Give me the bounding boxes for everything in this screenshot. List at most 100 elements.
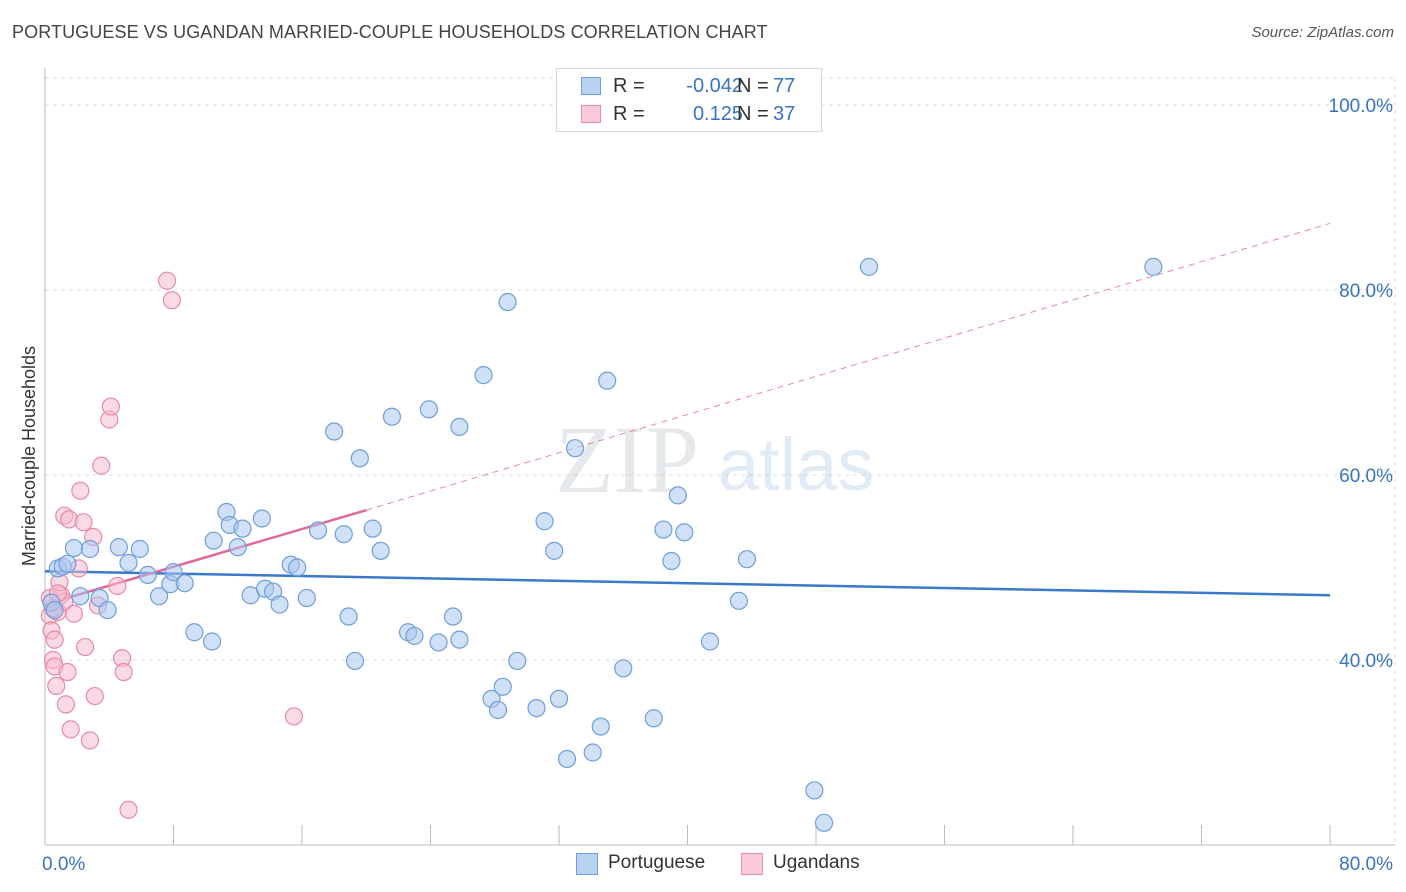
- portuguese-point: [488, 700, 508, 720]
- portuguese-point: [1144, 257, 1163, 276]
- portuguese-point: [270, 595, 289, 614]
- ugandans-point: [85, 686, 104, 706]
- axis-layer: [44, 68, 1395, 846]
- correlation-legend: R = -0.042 N = 77 R = 0.125 N = 37: [556, 68, 822, 132]
- portuguese-point: [805, 781, 824, 800]
- ugandans-point: [45, 630, 64, 649]
- ugandans-point: [61, 720, 80, 739]
- chart-title: PORTUGUESE VS UGANDAN MARRIED-COUPLE HOU…: [12, 22, 768, 42]
- portuguese-point: [535, 512, 554, 531]
- portuguese-point: [450, 630, 469, 649]
- portuguese-point: [350, 449, 369, 468]
- portuguese-point: [45, 600, 64, 620]
- ugandans-point: [74, 513, 93, 532]
- y-axis-title: Married-couple Households: [19, 346, 39, 566]
- ugandans-point: [64, 604, 84, 623]
- legend-n-label: N =: [737, 103, 769, 125]
- portuguese-point: [58, 554, 77, 573]
- portuguese-point: [429, 633, 448, 652]
- ugandans-trend-line-extension: [366, 222, 1331, 511]
- portuguese-point: [119, 553, 138, 572]
- y-tick-label: 60.0%: [1339, 466, 1393, 487]
- portuguese-point: [814, 813, 834, 832]
- portuguese-point: [345, 651, 365, 671]
- portuguese-point: [557, 749, 577, 769]
- y-tick-label: 100.0%: [1329, 96, 1394, 117]
- portuguese-point: [64, 538, 84, 558]
- portuguese-point: [675, 523, 694, 542]
- data-points: [40, 257, 1163, 832]
- portuguese-point: [668, 486, 687, 505]
- portuguese-point: [443, 607, 463, 626]
- portuguese-legend-swatch: [576, 853, 598, 875]
- portuguese-point: [297, 588, 316, 608]
- legend-r-value: 0.125: [692, 103, 743, 125]
- portuguese-point: [527, 698, 546, 718]
- ugandans-point: [101, 397, 120, 416]
- portuguese-point: [252, 509, 271, 528]
- x-tick-label: 80.0%: [1339, 854, 1393, 875]
- y-tick-label: 80.0%: [1339, 281, 1393, 302]
- series-legend: Portuguese Ugandans: [0, 852, 1406, 878]
- legend-r-value: -0.042: [686, 75, 743, 97]
- portuguese-point: [382, 407, 402, 426]
- portuguese-point: [164, 563, 183, 582]
- portuguese-point: [80, 539, 100, 559]
- portuguese-point: [565, 439, 585, 458]
- legend-n-label: N =: [737, 75, 769, 97]
- legend-r-label: R =: [613, 103, 645, 125]
- portuguese-point: [583, 743, 602, 762]
- ugandans-point: [80, 731, 100, 750]
- portuguese-point: [138, 565, 157, 585]
- portuguese-point: [71, 587, 90, 606]
- legend-n-value: 77: [773, 75, 796, 97]
- portuguese-point: [149, 587, 169, 606]
- portuguese-point: [109, 538, 128, 557]
- portuguese-point: [185, 623, 204, 642]
- portuguese-point: [498, 292, 517, 312]
- portuguese-point: [737, 550, 757, 569]
- portuguese-point: [859, 257, 879, 276]
- ugandans-point: [108, 576, 127, 596]
- legend-label-portuguese: Portuguese: [608, 852, 706, 873]
- portuguese-point: [598, 371, 617, 390]
- watermark-atlas: atlas: [718, 423, 874, 506]
- portuguese-point: [591, 717, 610, 736]
- portuguese-point: [175, 574, 194, 593]
- source-credit: Source: ZipAtlas.com: [1251, 24, 1394, 41]
- ugandans-point: [56, 695, 75, 714]
- portuguese-point: [308, 521, 328, 540]
- portuguese-point: [700, 632, 720, 651]
- portuguese-point: [228, 538, 247, 557]
- portuguese-point: [405, 626, 424, 646]
- ugandans-point: [47, 676, 66, 696]
- ugandans-point: [157, 271, 177, 290]
- axis-labels: 100.0% 80.0% 60.0% 40.0% 0.0% 80.0% Married-co…: [19, 96, 1393, 875]
- portuguese-point: [339, 607, 358, 626]
- ugandans-point: [114, 662, 133, 682]
- portuguese-point: [325, 422, 344, 441]
- ugandans-point: [92, 456, 111, 475]
- portuguese-point: [654, 520, 673, 539]
- portuguese-trend-line: [44, 569, 1331, 597]
- portuguese-point: [334, 525, 353, 544]
- portuguese-point: [545, 541, 564, 560]
- ugandans-point: [76, 637, 95, 657]
- portuguese-point: [614, 659, 633, 678]
- portuguese-point: [419, 400, 438, 419]
- portuguese-point: [508, 651, 527, 671]
- portuguese-point: [233, 519, 252, 538]
- portuguese-point: [549, 689, 569, 708]
- ugandans-legend-swatch: [741, 853, 763, 875]
- x-tick-label: 0.0%: [42, 854, 85, 875]
- portuguese-point: [729, 591, 749, 610]
- portuguese-point: [204, 531, 223, 550]
- portuguese-point: [130, 539, 149, 559]
- portuguese-point: [288, 558, 307, 577]
- ugandans-point: [71, 481, 90, 500]
- portuguese-point: [450, 417, 469, 436]
- portuguese-point: [371, 541, 390, 560]
- ugandans-point: [162, 291, 181, 310]
- ugandans-point: [119, 800, 138, 819]
- legend-label-ugandans: Ugandans: [773, 852, 860, 873]
